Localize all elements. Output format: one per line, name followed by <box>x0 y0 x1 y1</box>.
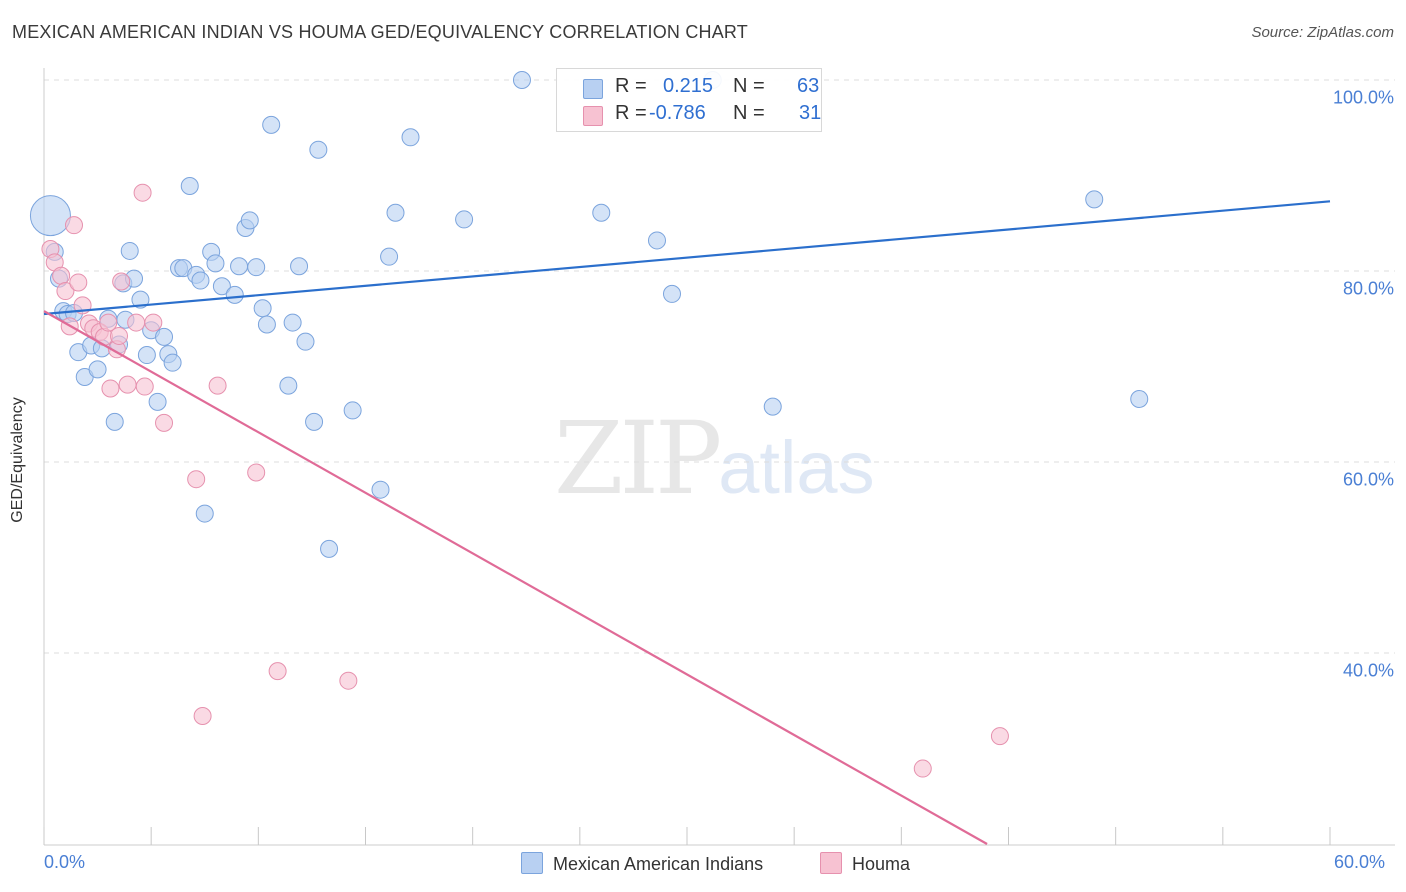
data-point-mexican-american-indians <box>386 203 405 222</box>
data-point-houma <box>56 282 75 301</box>
data-point-mexican-american-indians <box>120 241 139 260</box>
data-point-mexican-american-indians <box>155 327 174 346</box>
data-point-mexican-american-indians <box>105 412 124 431</box>
watermark-atlas: atlas <box>718 426 875 509</box>
y-axis-label: GED/Equivalency <box>9 397 26 523</box>
x-tick-label-max: 60.0% <box>1334 852 1386 872</box>
data-point-mexican-american-indians <box>290 257 309 276</box>
data-point-mexican-american-indians <box>380 247 399 266</box>
data-point-mexican-american-indians <box>371 480 390 499</box>
pink-swatch <box>820 852 842 874</box>
chart-title: MEXICAN AMERICAN INDIAN VS HOUMA GED/EQU… <box>12 22 748 42</box>
data-point-houma <box>65 216 84 235</box>
data-point-mexican-american-indians <box>763 397 782 416</box>
data-point-houma <box>913 759 932 778</box>
data-point-mexican-american-indians <box>195 504 214 523</box>
r-value: 0.215 <box>663 75 714 97</box>
data-point-houma <box>187 470 206 489</box>
legend-label: Houma <box>852 854 911 874</box>
trend-line-mexican-american-indians <box>43 200 1331 316</box>
y-tick-label: 40.0% <box>1342 660 1394 681</box>
data-point-houma <box>52 266 71 285</box>
data-point-mexican-american-indians <box>29 195 71 237</box>
data-point-mexican-american-indians <box>247 258 266 277</box>
blue-swatch <box>583 79 603 99</box>
x-tick-label-min: 0.0% <box>44 852 86 872</box>
data-point-mexican-american-indians <box>309 140 328 159</box>
data-point-mexican-american-indians <box>592 203 611 222</box>
data-point-mexican-american-indians <box>647 231 666 250</box>
legend-item-mexican-american-indians[interactable]: Mexican American Indians <box>521 852 763 875</box>
data-point-mexican-american-indians <box>279 376 298 395</box>
data-point-mexican-american-indians <box>212 277 231 296</box>
n-value: 31 <box>799 102 822 124</box>
n-value: 63 <box>797 75 820 97</box>
data-point-mexican-american-indians <box>1130 389 1149 408</box>
trend-line-houma <box>43 310 988 845</box>
data-point-mexican-american-indians <box>1085 190 1104 209</box>
data-point-mexican-american-indians <box>163 353 182 372</box>
data-point-houma <box>69 273 88 292</box>
data-point-mexican-american-indians <box>320 539 339 558</box>
data-point-houma <box>118 375 137 394</box>
data-point-mexican-american-indians <box>191 271 210 290</box>
data-point-houma <box>247 463 266 482</box>
data-point-houma <box>133 183 152 202</box>
pink-swatch <box>583 106 603 126</box>
data-point-mexican-american-indians <box>137 346 156 365</box>
series-legend: Mexican American Indians Houma <box>0 852 1406 878</box>
data-point-houma <box>101 379 120 398</box>
data-point-mexican-american-indians <box>180 177 199 196</box>
data-point-houma <box>155 413 174 432</box>
r-value: -0.786 <box>649 102 706 124</box>
legend-label: Mexican American Indians <box>553 854 764 874</box>
data-point-mexican-american-indians <box>296 332 315 351</box>
data-point-mexican-american-indians <box>230 257 249 276</box>
data-point-mexican-american-indians <box>283 313 302 332</box>
data-point-mexican-american-indians <box>343 401 362 420</box>
watermark: ZIPatlas <box>554 400 875 517</box>
r-label: R = <box>615 102 647 124</box>
data-point-mexican-american-indians <box>512 71 531 89</box>
data-point-mexican-american-indians <box>262 115 281 134</box>
data-point-mexican-american-indians <box>148 392 167 411</box>
data-point-mexican-american-indians <box>240 211 259 230</box>
correlation-legend: R = 0.215 N = 63 R = -0.786 N = 31 <box>556 68 822 132</box>
data-point-mexican-american-indians <box>88 360 107 379</box>
data-point-houma <box>110 326 129 345</box>
data-point-mexican-american-indians <box>225 285 244 304</box>
data-point-houma <box>268 662 287 681</box>
data-point-houma <box>135 377 154 396</box>
data-point-mexican-american-indians <box>401 128 420 147</box>
data-point-mexican-american-indians <box>206 254 225 273</box>
data-point-houma <box>193 707 212 726</box>
blue-swatch <box>521 852 543 874</box>
n-label: N = <box>733 75 765 97</box>
data-point-houma <box>208 376 227 395</box>
watermark-zip: ZIP <box>554 400 722 517</box>
data-point-mexican-american-indians <box>131 290 150 309</box>
data-point-mexican-american-indians <box>662 284 681 303</box>
y-tick-label: 100.0% <box>1332 87 1394 108</box>
data-point-houma <box>99 313 118 332</box>
r-label: R = <box>615 75 647 97</box>
y-tick-label: 60.0% <box>1342 469 1394 490</box>
data-point-houma <box>990 727 1009 746</box>
data-point-houma <box>127 313 146 332</box>
data-point-mexican-american-indians <box>257 315 276 334</box>
data-point-mexican-american-indians <box>305 412 324 431</box>
data-point-mexican-american-indians <box>455 210 474 229</box>
data-point-houma <box>112 272 131 291</box>
data-point-houma <box>144 313 163 332</box>
y-tick-label: 80.0% <box>1342 278 1394 299</box>
data-point-houma <box>339 671 358 690</box>
legend-item-houma[interactable]: Houma <box>820 852 910 875</box>
source-credit: Source: ZipAtlas.com <box>1251 24 1394 41</box>
n-label: N = <box>733 102 765 124</box>
data-point-mexican-american-indians <box>253 299 272 318</box>
